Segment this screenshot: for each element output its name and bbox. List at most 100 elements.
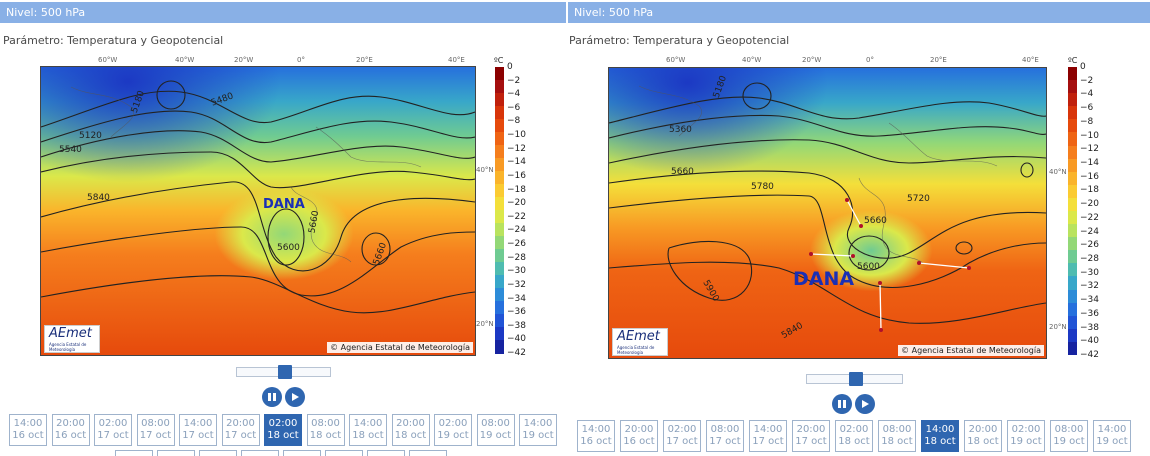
- timestamp-button[interactable]: [241, 450, 279, 456]
- colorbar-segment: [495, 93, 504, 107]
- timestamp-button[interactable]: [325, 450, 363, 456]
- time-slider[interactable]: [806, 372, 903, 386]
- play-icon: [862, 400, 869, 408]
- colorbar-segment: [1068, 93, 1077, 107]
- credit: © Agencia Estatal de Meteorología: [898, 345, 1044, 356]
- timestamp-button[interactable]: [409, 450, 447, 456]
- colorbar-tick-label: −24: [507, 225, 526, 236]
- colorbar-segment: [495, 184, 504, 198]
- colorbar-segment: [495, 275, 504, 289]
- colorbar-tick-label: −40: [1080, 336, 1099, 347]
- timestamp-button[interactable]: 14:00 17 oct: [179, 414, 217, 446]
- timestamp-button[interactable]: 02:00 18 oct: [835, 420, 873, 452]
- timestamp-button[interactable]: 20:00 17 oct: [221, 414, 260, 446]
- pause-button[interactable]: [832, 394, 852, 414]
- timestamp-button[interactable]: 08:00 19 oct: [476, 414, 515, 446]
- timestamp-button[interactable]: [283, 450, 321, 456]
- colorbar: [495, 67, 504, 354]
- timestamp-button[interactable]: 20:00 18 oct: [391, 414, 430, 446]
- timestamp-time: 08:00: [481, 418, 510, 429]
- slider-thumb[interactable]: [848, 372, 863, 386]
- timestamp-button[interactable]: 02:00 19 oct: [1007, 420, 1045, 452]
- left-map-panel: Nivel: 500 hPa Parámetro: Temperatura y …: [0, 0, 566, 456]
- colorbar-tick-label: −10: [1080, 130, 1099, 141]
- colorbar-segment: [1068, 224, 1077, 238]
- timestamp-button[interactable]: 14:00 17 oct: [749, 420, 787, 452]
- timestamp-button[interactable]: 02:00 17 oct: [94, 414, 132, 446]
- colorbar-tick-label: −8: [1080, 116, 1094, 127]
- timestamp-date: 18 oct: [394, 430, 427, 441]
- colorbar-tick-label: −6: [507, 102, 521, 113]
- timestamp-time: 14:00: [523, 418, 553, 429]
- timestamp-button[interactable]: 08:00 17 oct: [706, 420, 744, 452]
- timestamp-button[interactable]: [199, 450, 237, 456]
- timestamp-button[interactable]: 08:00 18 oct: [878, 420, 916, 452]
- pause-button[interactable]: [262, 387, 282, 407]
- colorbar-tick-label: −22: [507, 211, 526, 222]
- colorbar-tick-label: −34: [507, 293, 526, 304]
- timestamp-date: 17 oct: [139, 430, 172, 441]
- timestamp-button[interactable]: [157, 450, 195, 456]
- timestamp-button[interactable]: 14:00 18 oct: [921, 420, 959, 452]
- aemet-logo: AEmet Agencia Estatal de Meteorología: [44, 325, 100, 353]
- colorbar-segment: [1068, 171, 1077, 186]
- timestamp-button[interactable]: 14:00 18 oct: [349, 414, 387, 446]
- timestamp-time: 20:00: [56, 418, 85, 429]
- time-slider[interactable]: [236, 365, 331, 379]
- timestamp-button[interactable]: 14:00 19 oct: [519, 414, 557, 446]
- colorbar-segment: [1068, 276, 1077, 291]
- timestamp-button[interactable]: 02:00 19 oct: [434, 414, 472, 446]
- colorbar-tick-label: −24: [1080, 226, 1099, 237]
- timestamp-button[interactable]: 20:00 17 oct: [792, 420, 830, 452]
- timestamp-time: 02:00: [438, 418, 468, 429]
- timestamp-time: 14:00: [1097, 424, 1127, 435]
- parameter-label: Parámetro: Temperatura y Geopotencial: [3, 34, 224, 47]
- timestamp-time: 20:00: [968, 424, 998, 435]
- colorbar-tick-label: −12: [507, 143, 526, 154]
- colorbar-segment: [495, 80, 504, 94]
- colorbar-segment: [495, 171, 504, 185]
- colorbar-tick-label: 0: [507, 62, 513, 72]
- slider-thumb[interactable]: [277, 365, 292, 379]
- lat-label: 40°N: [1049, 168, 1067, 176]
- timestamp-button[interactable]: 08:00 19 oct: [1050, 420, 1088, 452]
- colorbar-segment: [495, 262, 504, 276]
- colorbar-segment: [1068, 341, 1077, 356]
- colorbar-segment: [495, 314, 504, 328]
- timestamp-button[interactable]: 20:00 16 oct: [620, 420, 658, 452]
- colorbar-tick-label: −20: [1080, 199, 1099, 210]
- timestamp-button[interactable]: 14:00 19 oct: [1093, 420, 1131, 452]
- timestamp-button[interactable]: [367, 450, 405, 456]
- timestamp-button[interactable]: 02:00 17 oct: [663, 420, 701, 452]
- colorbar-tick-label: −38: [1080, 322, 1099, 333]
- colorbar-tick-label: −30: [1080, 267, 1099, 278]
- timestamp-button[interactable]: [115, 450, 153, 456]
- colorbar-tick-label: −38: [507, 320, 526, 331]
- colorbar-tick-label: −14: [507, 157, 526, 168]
- timestamp-date: 16 oct: [12, 430, 44, 441]
- colorbar-unit: ºC: [1068, 56, 1078, 65]
- timestamp-button[interactable]: 20:00 16 oct: [51, 414, 90, 446]
- colorbar-segment: [1068, 315, 1077, 330]
- timestamp-date: 19 oct: [479, 430, 512, 441]
- colorbar-tick-label: −4: [507, 89, 521, 100]
- timestamp-button[interactable]: 20:00 18 oct: [964, 420, 1002, 452]
- timestamp-time: 20:00: [624, 424, 654, 435]
- timestamp-date: 19 oct: [522, 430, 554, 441]
- timestamp-button[interactable]: 08:00 18 oct: [306, 414, 345, 446]
- timestamp-time: 08:00: [882, 424, 912, 435]
- timestamp-button[interactable]: 02:00 18 oct: [264, 414, 302, 446]
- lon-label: 20°W: [234, 56, 254, 64]
- timestamp-button[interactable]: 14:00 16 oct: [577, 420, 615, 452]
- timestamp-button[interactable]: 14:00 16 oct: [9, 414, 47, 446]
- timestamp-time: 08:00: [311, 418, 340, 429]
- play-button[interactable]: [855, 394, 875, 414]
- colorbar-tick-label: −36: [507, 307, 526, 318]
- colorbar-tick-label: −20: [507, 198, 526, 209]
- timestamp-button[interactable]: 08:00 17 oct: [136, 414, 175, 446]
- play-button[interactable]: [285, 387, 305, 407]
- colorbar-segment: [495, 236, 504, 250]
- timestamp-date: 19 oct: [1010, 436, 1042, 447]
- colorbar-tick-label: −32: [1080, 281, 1099, 292]
- colorbar-segment: [1068, 106, 1077, 120]
